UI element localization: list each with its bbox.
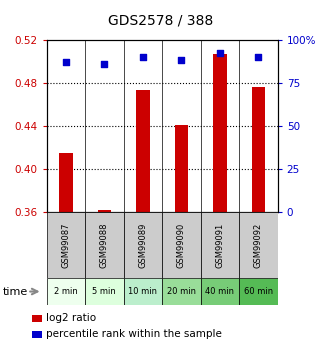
Text: 5 min: 5 min xyxy=(92,287,116,296)
Bar xyxy=(47,212,85,278)
Bar xyxy=(252,87,265,212)
Bar xyxy=(201,278,239,305)
Point xyxy=(217,51,222,56)
Text: GSM99091: GSM99091 xyxy=(215,222,224,268)
Text: 40 min: 40 min xyxy=(205,287,234,296)
Bar xyxy=(32,331,42,338)
Text: GSM99089: GSM99089 xyxy=(138,222,147,268)
Point xyxy=(256,54,261,60)
Bar xyxy=(213,54,227,212)
Bar xyxy=(136,90,150,212)
Bar xyxy=(201,212,239,278)
Bar xyxy=(47,278,85,305)
Bar xyxy=(124,278,162,305)
Text: 2 min: 2 min xyxy=(54,287,78,296)
Point xyxy=(102,61,107,67)
Text: GSM99092: GSM99092 xyxy=(254,222,263,268)
Bar xyxy=(98,210,111,212)
Text: 60 min: 60 min xyxy=(244,287,273,296)
Point xyxy=(140,54,145,60)
Text: 20 min: 20 min xyxy=(167,287,196,296)
Bar xyxy=(124,212,162,278)
Bar xyxy=(162,278,201,305)
Bar xyxy=(162,212,201,278)
Bar xyxy=(239,212,278,278)
Bar xyxy=(239,278,278,305)
Text: GDS2578 / 388: GDS2578 / 388 xyxy=(108,14,213,28)
Text: 10 min: 10 min xyxy=(128,287,157,296)
Text: GSM99088: GSM99088 xyxy=(100,222,109,268)
Bar xyxy=(175,125,188,212)
Point xyxy=(179,58,184,63)
Bar xyxy=(85,212,124,278)
Bar xyxy=(32,315,42,322)
Bar xyxy=(59,153,73,212)
Bar xyxy=(85,278,124,305)
Text: GSM99090: GSM99090 xyxy=(177,222,186,268)
Text: log2 ratio: log2 ratio xyxy=(46,313,96,323)
Point xyxy=(63,59,68,65)
Text: GSM99087: GSM99087 xyxy=(61,222,70,268)
Text: time: time xyxy=(3,287,29,296)
Text: percentile rank within the sample: percentile rank within the sample xyxy=(46,329,222,339)
